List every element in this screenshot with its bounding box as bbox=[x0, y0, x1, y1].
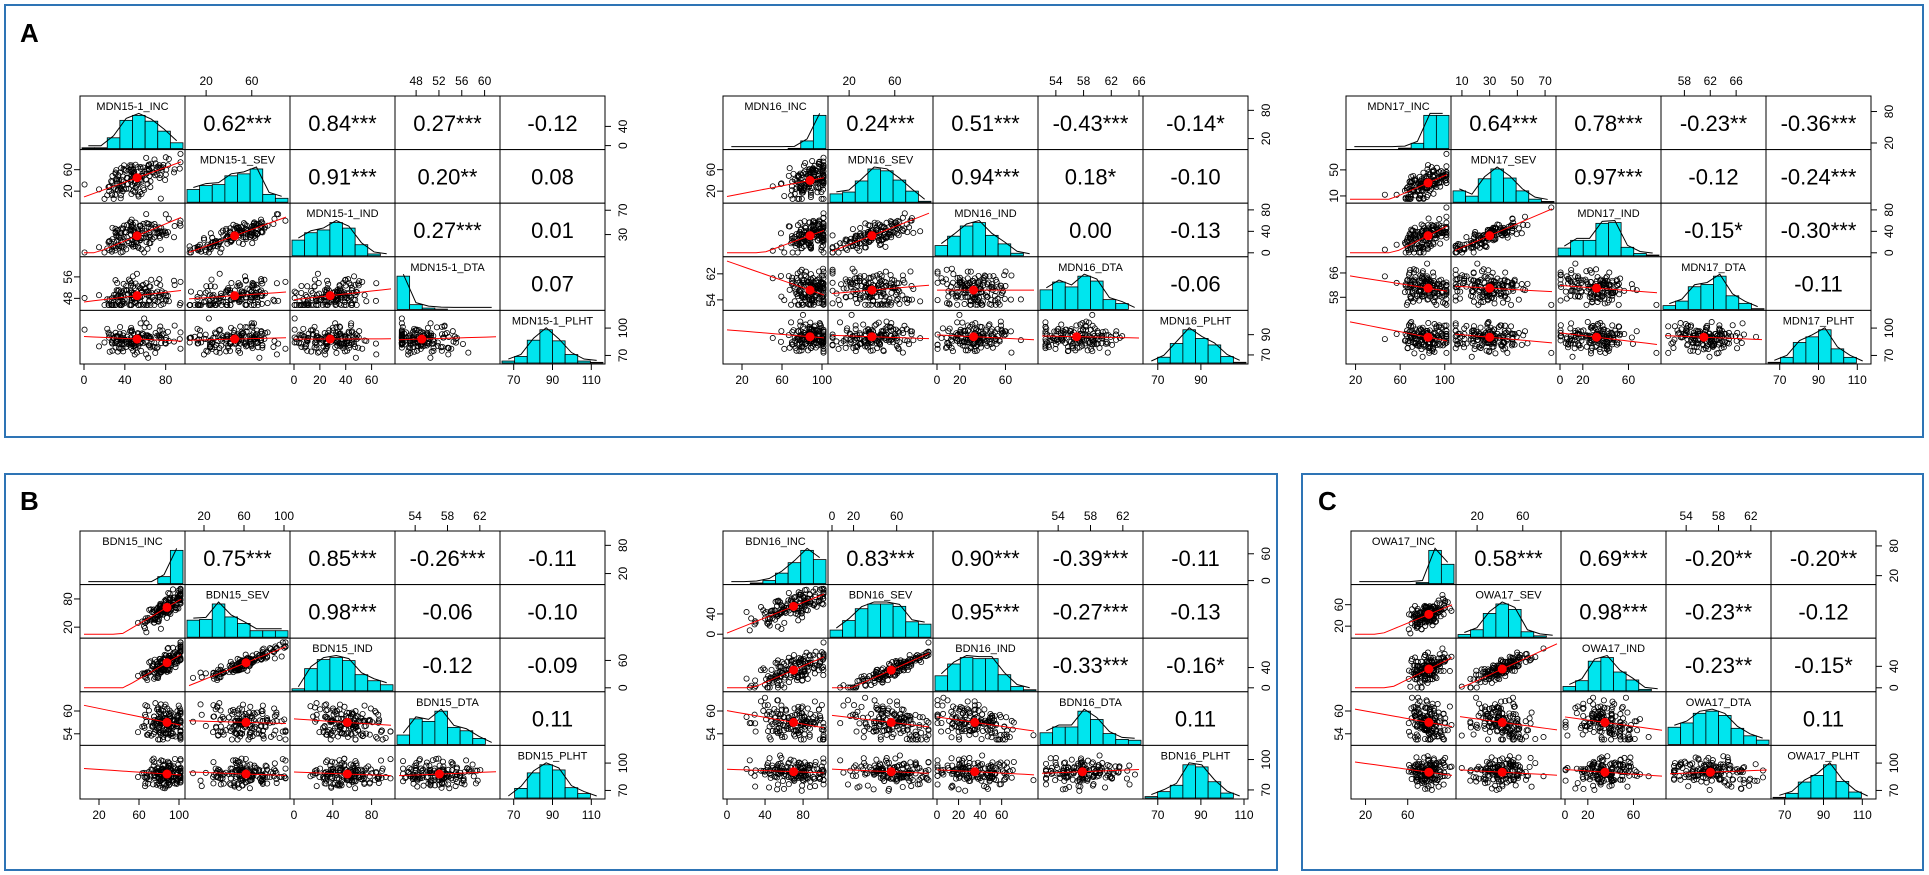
panel-b-frame bbox=[4, 473, 1278, 871]
panel-c-label: C bbox=[1318, 486, 1337, 516]
panel-a-label: A bbox=[20, 18, 39, 48]
panel-b-label: B bbox=[20, 486, 39, 516]
panel-a-frame bbox=[4, 4, 1924, 438]
panel-c-frame bbox=[1301, 473, 1924, 871]
